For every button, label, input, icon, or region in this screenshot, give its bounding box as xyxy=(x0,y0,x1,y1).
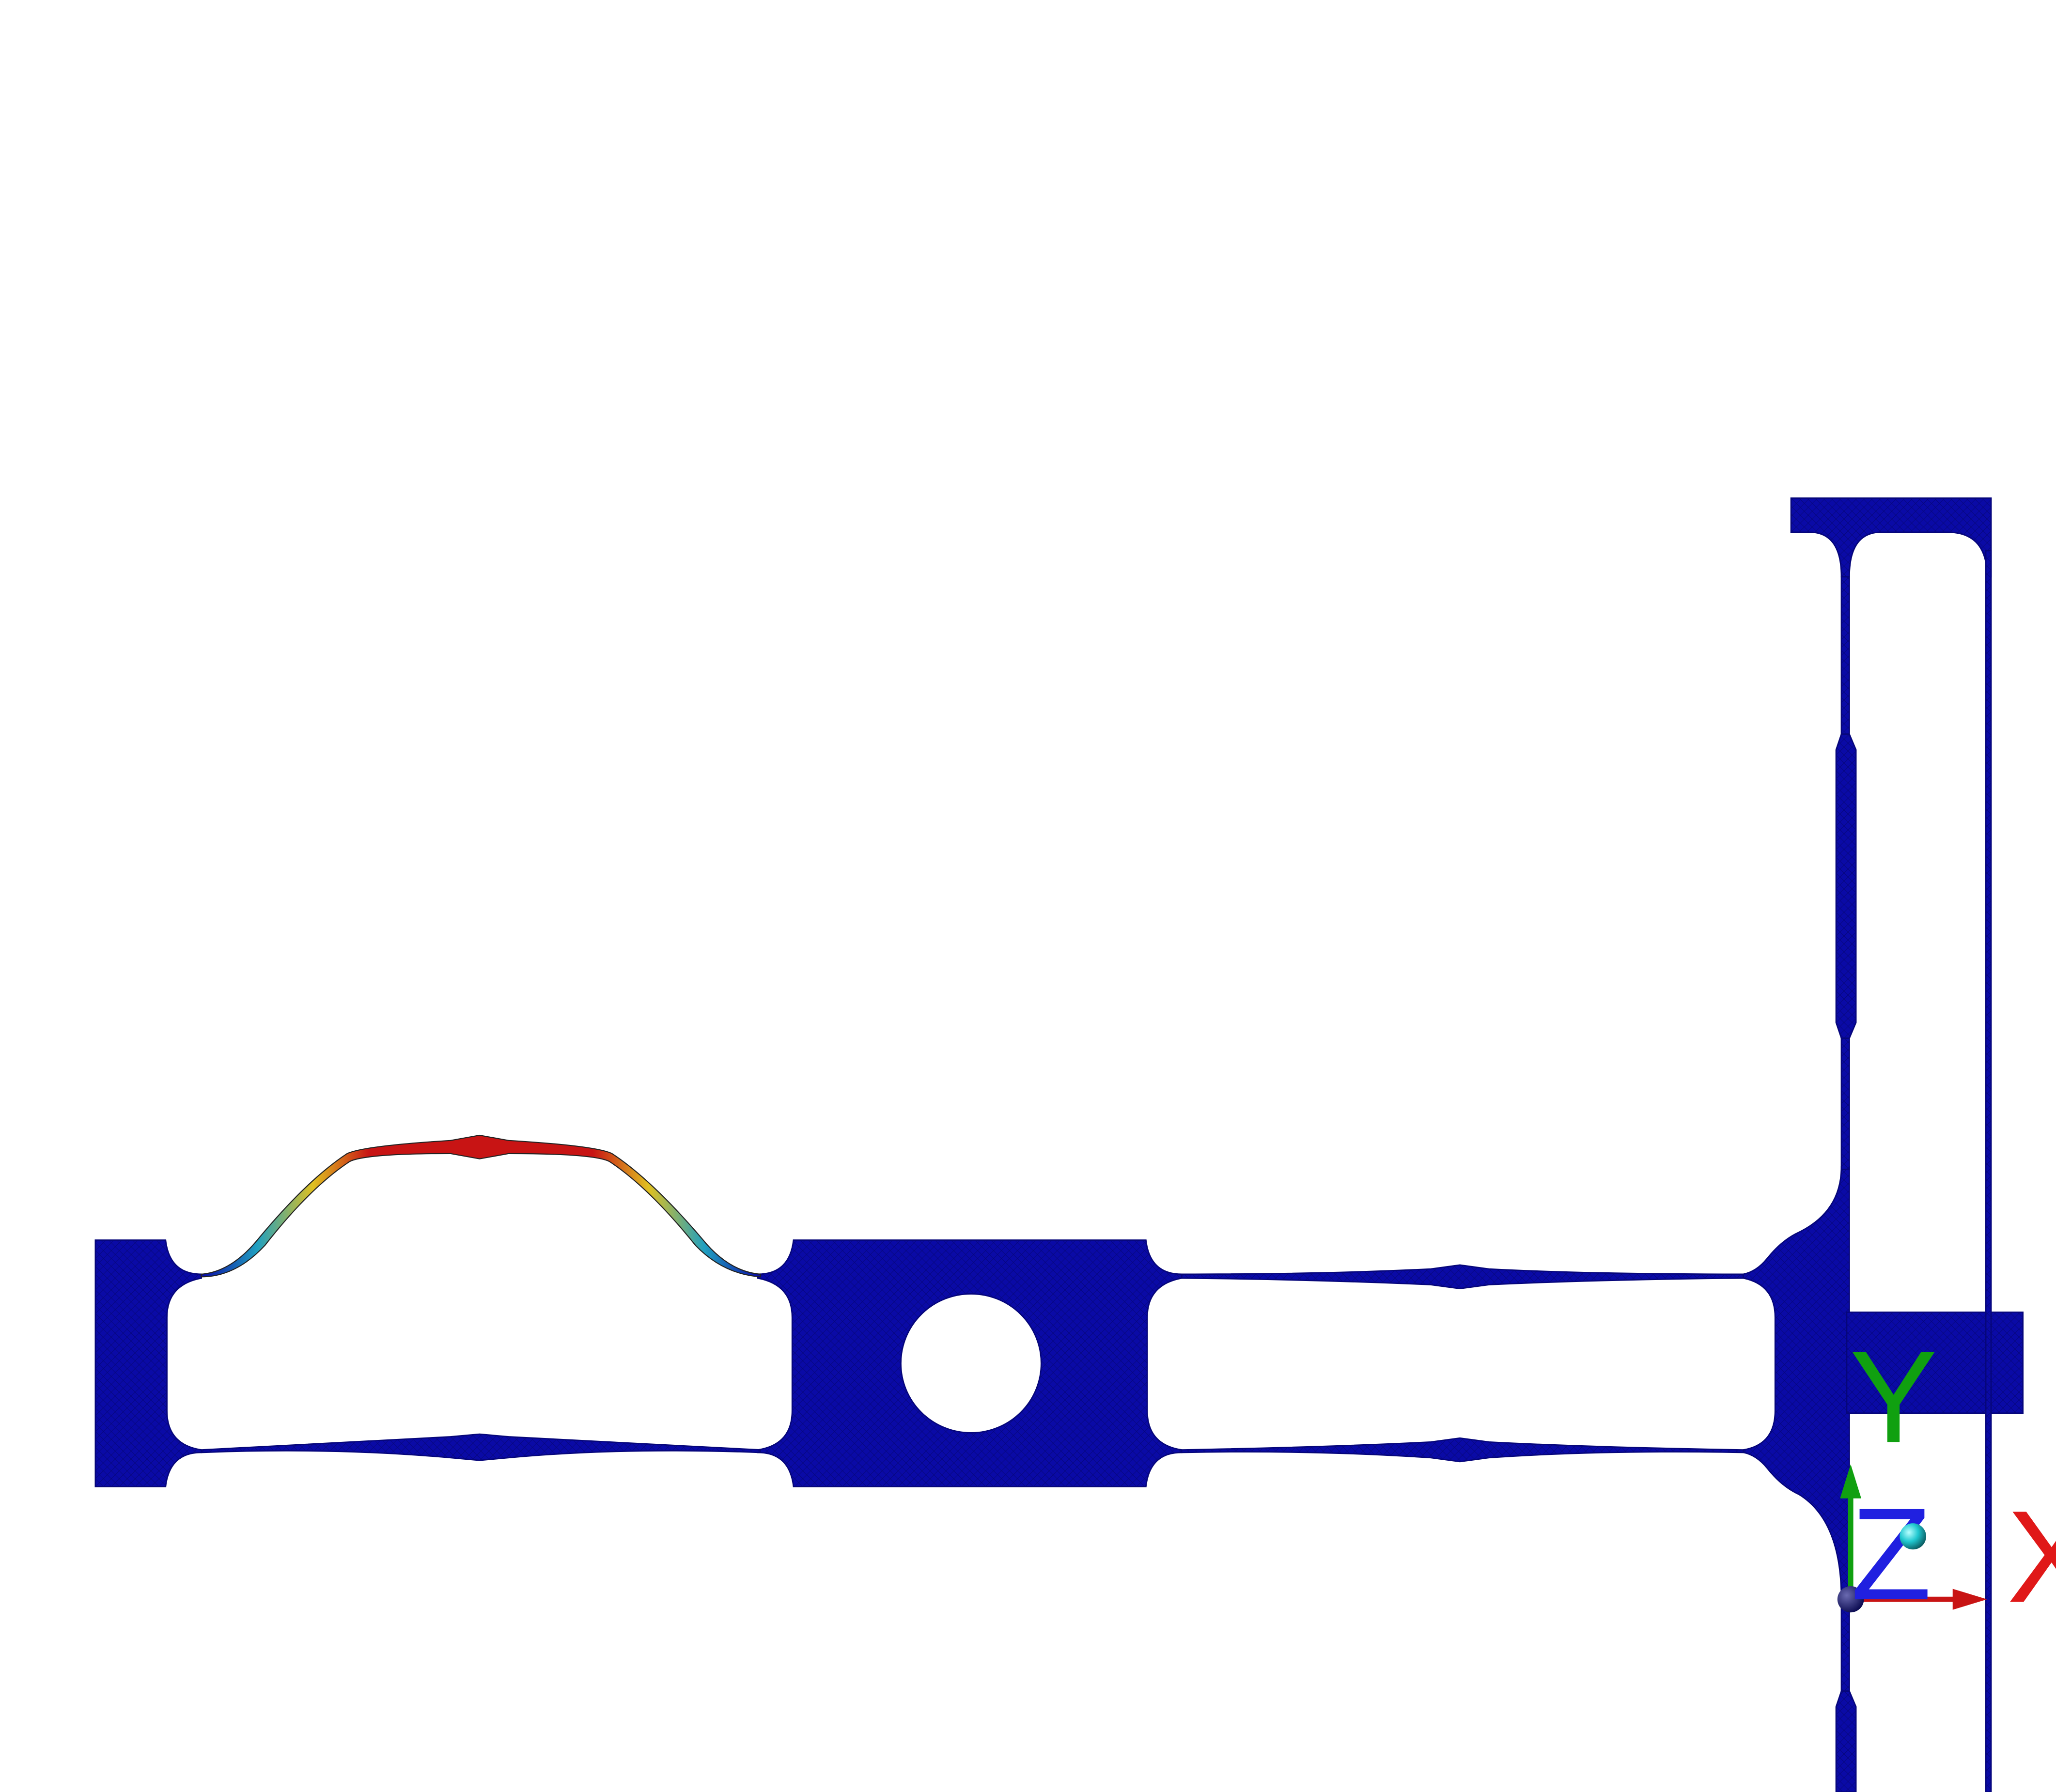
vertical-flexure-upper xyxy=(1840,576,1850,735)
top-cap xyxy=(1790,497,1992,578)
vertical-bottom-segment xyxy=(1835,1690,1857,1792)
right-side-arm xyxy=(1846,1312,2024,1414)
y-axis-arrowhead xyxy=(1840,1464,1862,1498)
cyan-sphere-icon[interactable] xyxy=(1900,1523,1927,1550)
z-axis-label: Z xyxy=(1851,1481,1931,1627)
center-block xyxy=(757,1239,1183,1487)
vertical-flexure-middle xyxy=(1840,1037,1850,1170)
y-axis-label: Y xyxy=(1849,1324,1937,1470)
right-junction-block xyxy=(1743,1166,1850,1600)
outer-vertical-rail xyxy=(1985,550,1992,1792)
right-upper-flexure xyxy=(1181,1264,1744,1290)
deformed-stressed-flexure xyxy=(201,1134,761,1278)
x-axis-label: X xyxy=(2007,1483,2056,1630)
left-lower-flexure xyxy=(201,1433,761,1461)
fea-mesh-body xyxy=(94,497,2024,1792)
x-axis-arrowhead xyxy=(1952,1589,1987,1610)
xyz-axis-triad-icon: X Y Z xyxy=(1837,1324,2056,1630)
vertical-thick-segment xyxy=(1835,733,1857,1039)
left-end-block xyxy=(94,1239,202,1487)
vertical-flexure-lower xyxy=(1840,1598,1850,1692)
right-lower-flexure xyxy=(1181,1437,1744,1463)
origin-sphere-icon xyxy=(1837,1586,1864,1613)
